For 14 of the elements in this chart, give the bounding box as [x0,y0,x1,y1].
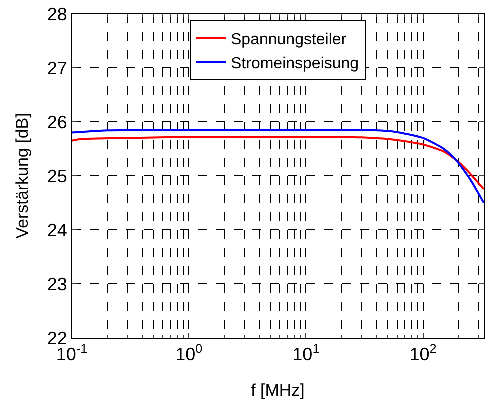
y-tick-label: 24 [47,220,68,240]
legend-label: Stromeinspeisung [231,55,360,72]
x-tick-label: 10$^{1}$ [292,342,320,365]
y-tick-label: 28 [47,4,68,24]
legend-label: Spannungsteiler [231,32,348,49]
x-axis-title: f [MHz] [251,381,305,400]
y-tick-label: 22 [47,328,68,348]
x-tick-label: 10$^{2}$ [410,342,437,365]
y-tick-label: 23 [47,274,68,294]
x-tick-label: 10$^{0}$ [176,342,203,365]
y-axis-title: Verstärkung [dB] [13,113,32,239]
y-tick-label: 26 [47,112,68,132]
y-tick-label: 27 [47,58,68,78]
y-tick-label: 25 [47,166,68,186]
